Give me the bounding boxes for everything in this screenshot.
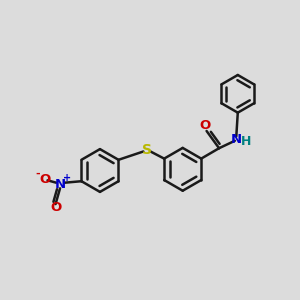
Text: O: O — [39, 173, 50, 186]
Text: S: S — [142, 143, 152, 157]
Text: +: + — [62, 172, 70, 183]
Text: O: O — [50, 202, 61, 214]
Text: -: - — [35, 169, 40, 179]
Text: N: N — [55, 178, 66, 191]
Text: H: H — [241, 135, 251, 148]
Text: N: N — [231, 134, 242, 146]
Text: O: O — [200, 118, 211, 131]
